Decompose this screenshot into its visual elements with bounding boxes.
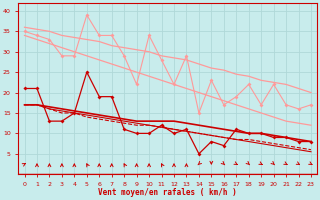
X-axis label: Vent moyen/en rafales ( km/h ): Vent moyen/en rafales ( km/h ) xyxy=(98,188,237,197)
